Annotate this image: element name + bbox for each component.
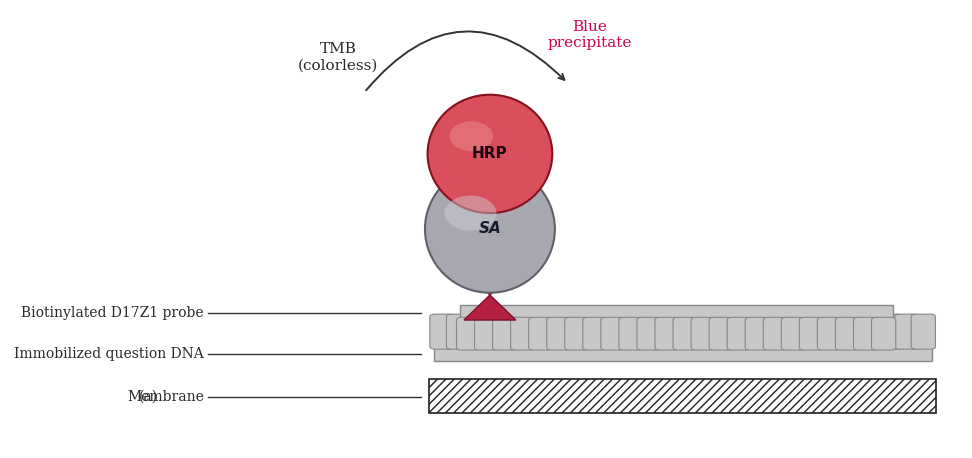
FancyBboxPatch shape bbox=[746, 314, 770, 349]
Text: Biotinylated D17Z1 probe: Biotinylated D17Z1 probe bbox=[21, 306, 204, 320]
FancyBboxPatch shape bbox=[779, 314, 803, 349]
FancyBboxPatch shape bbox=[845, 314, 869, 349]
FancyBboxPatch shape bbox=[662, 314, 686, 349]
FancyBboxPatch shape bbox=[645, 314, 670, 349]
FancyBboxPatch shape bbox=[513, 314, 538, 349]
FancyBboxPatch shape bbox=[529, 317, 553, 350]
Text: Membrane: Membrane bbox=[127, 389, 204, 403]
FancyBboxPatch shape bbox=[510, 317, 535, 350]
FancyBboxPatch shape bbox=[655, 317, 679, 350]
FancyBboxPatch shape bbox=[463, 314, 487, 349]
FancyBboxPatch shape bbox=[746, 317, 770, 350]
FancyBboxPatch shape bbox=[763, 317, 787, 350]
FancyBboxPatch shape bbox=[579, 314, 604, 349]
FancyBboxPatch shape bbox=[583, 317, 608, 350]
FancyBboxPatch shape bbox=[861, 314, 885, 349]
FancyBboxPatch shape bbox=[565, 317, 589, 350]
FancyBboxPatch shape bbox=[691, 317, 715, 350]
FancyBboxPatch shape bbox=[812, 314, 836, 349]
Polygon shape bbox=[464, 270, 516, 295]
Text: (a): (a) bbox=[139, 389, 158, 403]
Bar bbox=[434, 346, 931, 361]
Ellipse shape bbox=[425, 165, 555, 293]
FancyBboxPatch shape bbox=[446, 314, 470, 349]
Bar bbox=[430, 379, 936, 414]
FancyBboxPatch shape bbox=[496, 314, 520, 349]
FancyBboxPatch shape bbox=[637, 317, 661, 350]
FancyBboxPatch shape bbox=[710, 317, 733, 350]
FancyBboxPatch shape bbox=[817, 317, 842, 350]
FancyBboxPatch shape bbox=[795, 314, 819, 349]
FancyBboxPatch shape bbox=[712, 314, 736, 349]
FancyBboxPatch shape bbox=[762, 314, 786, 349]
FancyBboxPatch shape bbox=[619, 317, 643, 350]
FancyBboxPatch shape bbox=[479, 314, 503, 349]
Text: SA: SA bbox=[478, 222, 502, 236]
FancyBboxPatch shape bbox=[894, 314, 919, 349]
FancyBboxPatch shape bbox=[430, 314, 454, 349]
FancyBboxPatch shape bbox=[477, 267, 503, 283]
Text: Immobilized question DNA: Immobilized question DNA bbox=[15, 347, 204, 361]
FancyBboxPatch shape bbox=[872, 317, 896, 350]
FancyBboxPatch shape bbox=[799, 317, 823, 350]
FancyBboxPatch shape bbox=[612, 314, 637, 349]
FancyBboxPatch shape bbox=[530, 314, 554, 349]
Text: TMB
(colorless): TMB (colorless) bbox=[298, 42, 378, 72]
Bar bbox=[460, 305, 892, 320]
FancyBboxPatch shape bbox=[673, 317, 697, 350]
Polygon shape bbox=[464, 295, 516, 320]
FancyBboxPatch shape bbox=[493, 317, 517, 350]
FancyBboxPatch shape bbox=[828, 314, 852, 349]
FancyBboxPatch shape bbox=[727, 317, 751, 350]
FancyBboxPatch shape bbox=[729, 314, 753, 349]
FancyBboxPatch shape bbox=[601, 317, 625, 350]
FancyBboxPatch shape bbox=[563, 314, 587, 349]
FancyBboxPatch shape bbox=[695, 314, 719, 349]
FancyBboxPatch shape bbox=[678, 314, 703, 349]
FancyBboxPatch shape bbox=[878, 314, 902, 349]
FancyBboxPatch shape bbox=[474, 317, 499, 350]
FancyBboxPatch shape bbox=[546, 317, 571, 350]
FancyBboxPatch shape bbox=[629, 314, 653, 349]
FancyBboxPatch shape bbox=[478, 173, 502, 206]
Text: Blue
precipitate: Blue precipitate bbox=[547, 20, 632, 50]
Ellipse shape bbox=[428, 95, 552, 213]
Ellipse shape bbox=[449, 121, 493, 151]
FancyBboxPatch shape bbox=[596, 314, 620, 349]
FancyBboxPatch shape bbox=[835, 317, 859, 350]
Ellipse shape bbox=[444, 196, 497, 230]
FancyBboxPatch shape bbox=[853, 317, 878, 350]
FancyBboxPatch shape bbox=[911, 314, 935, 349]
FancyBboxPatch shape bbox=[457, 317, 481, 350]
Text: HRP: HRP bbox=[472, 147, 507, 161]
FancyBboxPatch shape bbox=[781, 317, 806, 350]
FancyBboxPatch shape bbox=[546, 314, 571, 349]
